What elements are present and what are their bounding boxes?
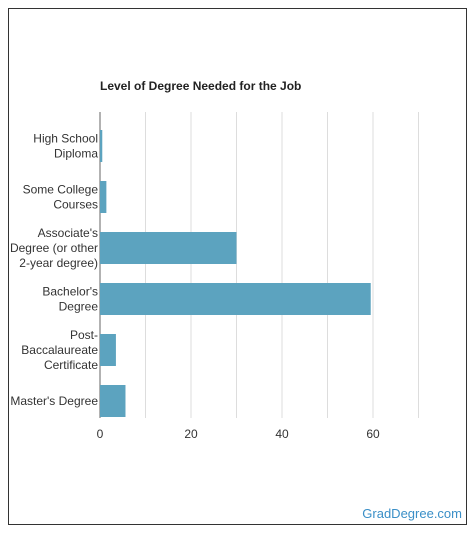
- category-label: 2-year degree): [19, 256, 98, 270]
- bar: [100, 283, 371, 315]
- watermark-link[interactable]: GradDegree.com: [362, 506, 462, 521]
- chart-title: Level of Degree Needed for the Job: [100, 79, 302, 93]
- category-label: Degree: [59, 300, 99, 314]
- category-label: Associate's: [38, 226, 98, 240]
- bar: [100, 130, 103, 162]
- bars: [100, 130, 371, 417]
- category-label: Diploma: [54, 147, 98, 161]
- category-label: Master's Degree: [10, 394, 98, 408]
- x-tick-label: 60: [366, 427, 380, 441]
- chart-frame: [8, 8, 467, 525]
- x-tick-label: 20: [184, 427, 198, 441]
- category-label: High School: [33, 132, 98, 146]
- category-label: Bachelor's: [42, 285, 98, 299]
- category-label: Courses: [53, 198, 98, 212]
- bar: [100, 385, 126, 417]
- x-tick-label: 40: [275, 427, 289, 441]
- x-tick-labels: 0 20 40 60: [97, 427, 380, 441]
- bar: [100, 181, 107, 213]
- category-label: Baccalaureate: [21, 343, 98, 357]
- category-label: Post-: [70, 328, 98, 342]
- bar: [100, 232, 237, 264]
- grid-lines: [99, 112, 419, 418]
- category-label: Certificate: [44, 358, 98, 372]
- category-label: Some College: [23, 183, 99, 197]
- x-tick-label: 0: [97, 427, 104, 441]
- category-label: Degree (or other: [10, 241, 98, 255]
- bar: [100, 334, 116, 366]
